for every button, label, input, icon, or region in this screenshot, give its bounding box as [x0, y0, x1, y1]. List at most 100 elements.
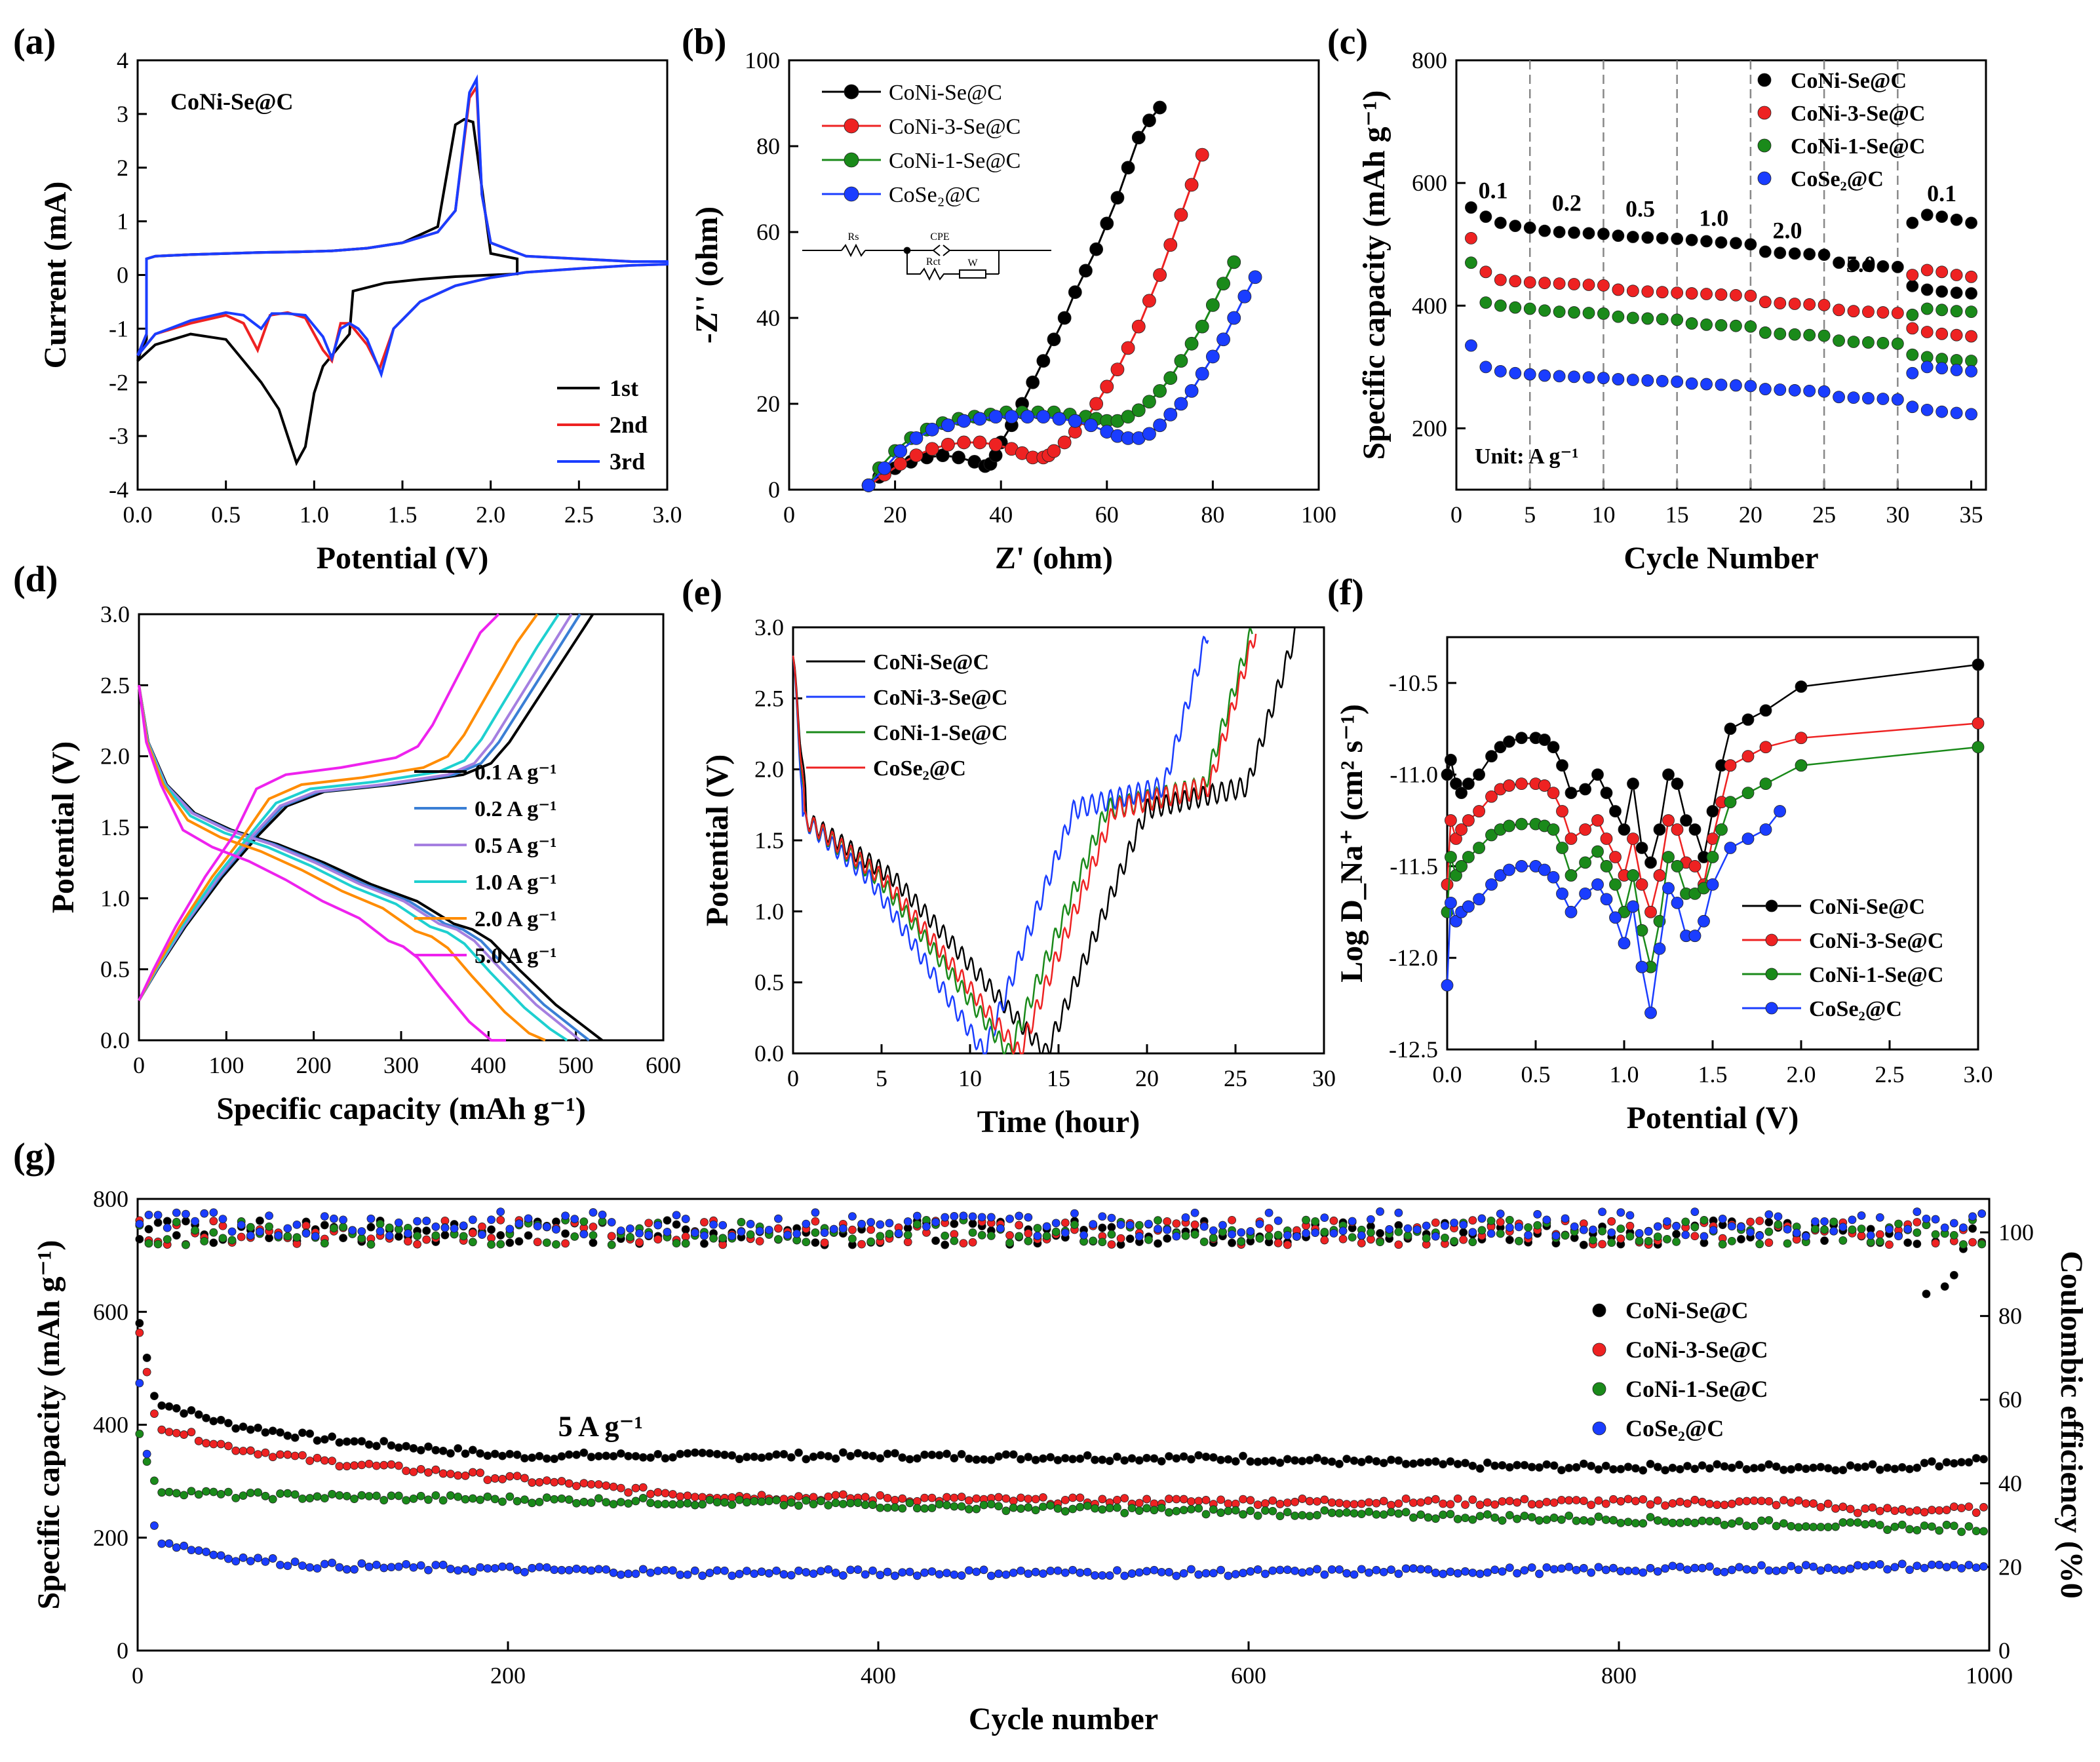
ce-point: [1098, 1238, 1107, 1247]
data-point: [1547, 823, 1560, 836]
data-point: [1700, 288, 1713, 300]
data-point: [1597, 279, 1610, 292]
data-point: [1972, 741, 1985, 754]
ce-point: [301, 1229, 311, 1238]
capacity-point: [1838, 1518, 1848, 1527]
capacity-point: [935, 1570, 944, 1579]
capacity-point: [1868, 1503, 1877, 1512]
capacity-point: [290, 1490, 300, 1499]
data-point: [1515, 860, 1528, 872]
capacity-point: [1135, 1498, 1144, 1508]
capacity-point: [1831, 1565, 1840, 1575]
capacity-point: [794, 1448, 803, 1457]
capacity-point: [1942, 1520, 1951, 1529]
capacity-point: [794, 1566, 803, 1575]
capacity-point: [772, 1496, 781, 1504]
capacity-point: [1091, 1504, 1099, 1513]
data-point: [1965, 287, 1977, 300]
capacity-point: [735, 1495, 744, 1504]
capacity-point: [1964, 1458, 1974, 1467]
legend-label: CoNi-Se@C: [889, 81, 1002, 105]
capacity-point: [1787, 1498, 1796, 1507]
ce-point: [986, 1213, 996, 1222]
ce-point: [1727, 1222, 1736, 1231]
capacity-point: [1017, 1455, 1025, 1464]
capacity-point: [1350, 1570, 1359, 1579]
ce-point: [376, 1219, 385, 1228]
capacity-point: [194, 1546, 203, 1555]
ce-point: [1005, 1238, 1014, 1247]
legend-label: CoSe₂@C: [1809, 997, 1902, 1021]
data-point: [1935, 285, 1949, 298]
capacity-point: [409, 1468, 418, 1476]
capacity-point: [335, 1491, 344, 1500]
data-point: [1553, 305, 1566, 319]
capacity-point: [1291, 1456, 1300, 1465]
capacity-point: [728, 1571, 737, 1580]
capacity-point: [883, 1493, 892, 1502]
capacity-point: [1416, 1510, 1426, 1519]
legend-label: CoSe₂@C: [889, 183, 981, 207]
capacity-point: [1076, 1493, 1085, 1502]
capacity-point: [831, 1498, 840, 1508]
capacity-point: [350, 1495, 359, 1503]
x-tick-label: 20: [884, 501, 907, 528]
ce-point: [1042, 1232, 1051, 1240]
data-point: [1597, 307, 1610, 320]
data-point: [1121, 341, 1135, 355]
ce-point: [320, 1239, 329, 1248]
ce-point: [1551, 1231, 1561, 1240]
ce-point: [1959, 1223, 1968, 1232]
data-point: [1538, 277, 1551, 290]
data-point: [1635, 878, 1648, 891]
ce-point: [413, 1232, 421, 1240]
capacity-point: [1179, 1569, 1188, 1578]
ce-point: [274, 1231, 283, 1240]
capacity-point: [216, 1490, 225, 1498]
capacity-point: [1001, 1570, 1011, 1579]
capacity-point: [528, 1453, 537, 1462]
ce-point: [153, 1211, 163, 1220]
ce-point: [1274, 1238, 1283, 1247]
ce-point: [1922, 1214, 1931, 1223]
capacity-point: [1142, 1453, 1152, 1462]
capacity-point: [305, 1457, 315, 1465]
capacity-point: [394, 1491, 403, 1500]
ce-point: [478, 1223, 486, 1231]
data-point: [1671, 375, 1684, 388]
capacity-point: [1446, 1457, 1455, 1466]
capacity-point: [1557, 1564, 1566, 1573]
ce-point: [153, 1240, 163, 1249]
capacity-point: [602, 1451, 611, 1460]
ce-point: [487, 1240, 496, 1249]
capacity-point: [1475, 1500, 1485, 1510]
capacity-point: [239, 1553, 248, 1562]
data-point: [1662, 851, 1675, 863]
capacity-point: [1920, 1459, 1929, 1468]
capacity-point: [683, 1491, 692, 1500]
data-point: [1579, 823, 1592, 836]
capacity-point: [1268, 1496, 1277, 1505]
capacity-point: [1742, 1521, 1751, 1530]
capacity-point: [638, 1453, 648, 1462]
capacity-point: [239, 1422, 248, 1431]
capacity-point: [335, 1462, 344, 1471]
capacity-point: [424, 1495, 433, 1504]
ce-point: [1487, 1216, 1496, 1225]
capacity-point: [1031, 1567, 1040, 1576]
data-point: [1920, 361, 1934, 374]
capacity-point: [779, 1450, 788, 1459]
ce-point: [709, 1220, 718, 1229]
data-point: [1618, 937, 1631, 950]
ce-point: [1672, 1237, 1681, 1246]
capacity-point: [335, 1563, 344, 1572]
capacity-point: [1838, 1466, 1848, 1475]
capacity-point: [350, 1437, 359, 1446]
capacity-point: [1861, 1462, 1870, 1471]
data-point: [1121, 161, 1135, 175]
ce-point: [394, 1218, 403, 1227]
ce-point: [1515, 1236, 1523, 1245]
capacity-point: [335, 1438, 344, 1447]
capacity-point: [653, 1500, 663, 1509]
